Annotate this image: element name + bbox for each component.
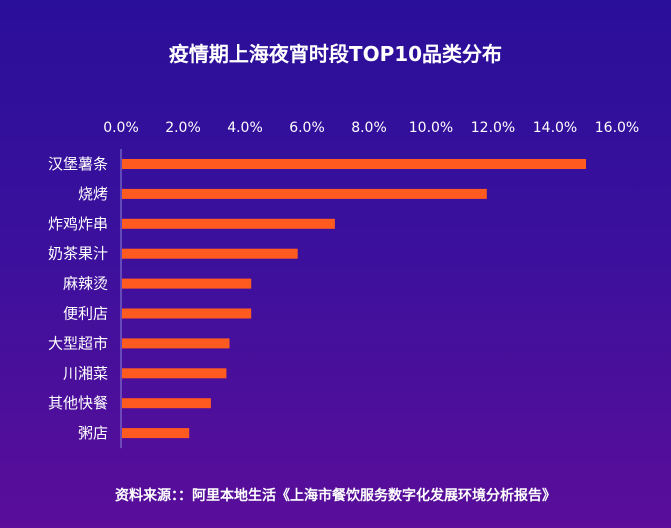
chart-title: 疫情期上海夜宵时段TOP10品类分布 (168, 42, 503, 66)
x-tick-label: 4.0% (227, 120, 263, 136)
x-tick-label: 8.0% (351, 120, 387, 136)
category-label: 便利店 (63, 305, 108, 323)
bar (122, 248, 298, 259)
bar (122, 188, 487, 199)
bar (122, 368, 227, 379)
category-label: 汉堡薯条 (48, 155, 108, 173)
bars (122, 159, 586, 439)
x-tick-label: 16.0% (595, 120, 639, 136)
category-label: 麻辣烫 (63, 275, 108, 293)
category-label: 川湘菜 (63, 364, 108, 382)
bar (122, 159, 586, 169)
bar (122, 278, 252, 289)
x-tick-label: 12.0% (471, 120, 515, 136)
bar (122, 428, 190, 439)
bar (122, 398, 211, 409)
category-label: 烧烤 (78, 185, 108, 203)
bar (122, 338, 230, 349)
source-note: 资料来源：：阿里本地生活《上海市餐饮服务数字化发展环境分析报告》 (115, 488, 556, 504)
x-tick-label: 0.0% (103, 120, 139, 136)
x-tick-label: 6.0% (289, 120, 325, 136)
x-tick-labels: 0.0% 2.0% 4.0% 6.0% 8.0% 10.0% 12.0% 14.0% 16.0% (103, 120, 639, 136)
x-tick-label: 2.0% (165, 120, 201, 136)
x-tick-label: 10.0% (409, 120, 453, 136)
bar (122, 218, 335, 229)
category-label: 大型超市 (48, 334, 108, 352)
x-tick-label: 14.0% (533, 120, 577, 136)
category-label: 其他快餐 (48, 394, 108, 412)
category-label: 炸鸡炸串 (48, 215, 108, 233)
category-label: 奶茶果汁 (48, 245, 108, 263)
category-label: 粥店 (78, 424, 108, 442)
bar (122, 308, 252, 319)
